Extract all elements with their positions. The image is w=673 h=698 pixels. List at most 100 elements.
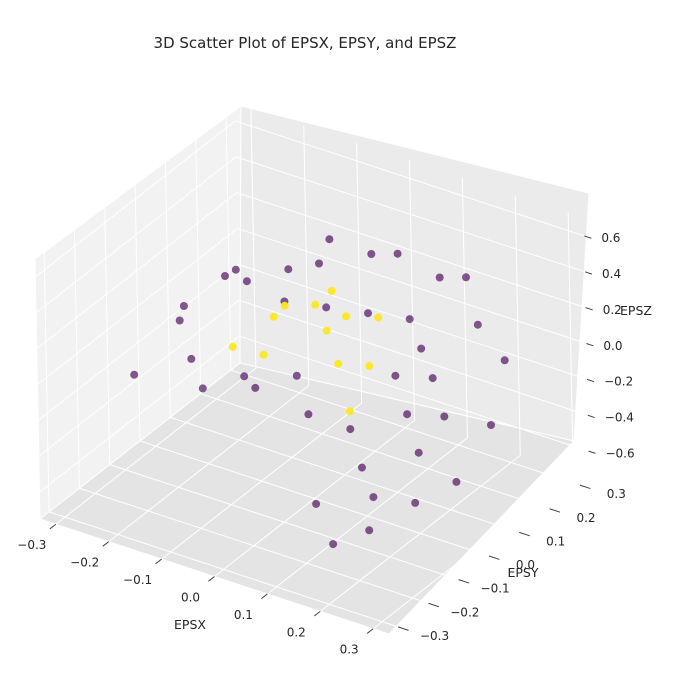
data-point-yellow (322, 326, 331, 335)
x-grid-back (356, 143, 363, 404)
data-point-yellow (374, 313, 383, 322)
z-grid-left (35, 156, 237, 314)
y-grid-left (164, 157, 171, 418)
y-grid-floor (200, 393, 550, 510)
y-grid-floor (139, 440, 490, 557)
x-grid-back (461, 177, 468, 438)
y-tick-label: 0.2 (576, 511, 595, 525)
z-tick-mark (584, 271, 593, 275)
data-point-purple (487, 421, 495, 429)
x-grid-back (250, 108, 257, 369)
data-point-purple (322, 303, 331, 312)
y-axis-label: EPSY (507, 565, 538, 580)
x-grid-back (567, 212, 574, 473)
axes: −0.3−0.2−0.10.00.10.20.3−0.3−0.2−0.10.00… (17, 231, 634, 656)
data-point-yellow (311, 300, 320, 309)
y-tick-label: 0.1 (546, 534, 565, 548)
data-point-purple (358, 463, 366, 472)
z-tick-mark (587, 414, 595, 419)
x-tick-mark (49, 523, 57, 530)
data-point-purple (473, 320, 482, 329)
z-tick-label: 0.2 (603, 303, 622, 317)
y-grid-floor (48, 511, 399, 628)
y-tick-label: −0.2 (450, 605, 479, 619)
data-point-purple (179, 302, 188, 310)
data-point-purple (325, 235, 334, 244)
z-tick-mark (584, 235, 592, 239)
data-point-purple (452, 477, 461, 486)
data-point-purple (367, 250, 376, 258)
z-tick-label: 0.4 (602, 267, 621, 281)
z-tick-label: 0.6 (601, 231, 620, 245)
data-point-purple (462, 273, 470, 282)
z-grid-left (39, 335, 240, 493)
x-tick-label: −0.1 (123, 573, 152, 587)
data-point-purple (304, 410, 313, 419)
x-tick-label: 0.3 (340, 643, 359, 657)
grid-lines (35, 108, 589, 630)
data-point-yellow (327, 287, 336, 295)
y-grid-left (225, 110, 232, 371)
y-tick-mark (458, 579, 470, 584)
x-tick-label: 0.0 (181, 590, 200, 604)
y-grid-left (134, 180, 141, 442)
chart-title: 3D Scatter Plot of EPSX, EPSY, and EPSZ (154, 34, 457, 52)
z-grid-left (38, 299, 240, 457)
data-point-purple (414, 448, 423, 457)
y-tick-label: −0.1 (481, 582, 510, 596)
data-point-purple (231, 265, 240, 274)
data-point-purple (312, 499, 321, 508)
data-point-yellow (280, 301, 289, 310)
data-point-yellow (259, 350, 268, 359)
data-point-yellow (269, 312, 278, 321)
data-point-purple (329, 540, 338, 549)
data-point-purple (187, 354, 196, 363)
z-grid-back (239, 335, 589, 452)
y-grid-left (104, 204, 111, 465)
y-tick-mark (549, 508, 561, 513)
data-point-yellow (334, 359, 343, 368)
y-tick-label: 0.3 (607, 487, 626, 501)
data-point-yellow (342, 312, 351, 321)
x-grid-back (303, 125, 310, 386)
data-point-purple (315, 259, 323, 268)
z-grid-back (235, 120, 585, 237)
x-tick-label: 0.2 (287, 625, 306, 639)
y-tick-label: −0.3 (420, 629, 449, 643)
z-tick-mark (588, 450, 596, 454)
data-point-purple (221, 272, 229, 280)
x-tick-mark (155, 558, 162, 565)
z-tick-label: −0.2 (604, 375, 633, 389)
x-tick-mark (208, 576, 215, 582)
y-tick-mark (519, 531, 530, 537)
x-tick-mark (313, 610, 321, 617)
x-tick-mark (261, 593, 268, 599)
pane-floor (38, 362, 575, 635)
z-grid-back (238, 299, 588, 416)
data-point-yellow (365, 362, 374, 371)
data-point-purple (411, 498, 420, 507)
data-point-purple (284, 265, 293, 274)
x-grid-back (409, 160, 415, 421)
data-point-purple (130, 370, 139, 379)
y-tick-mark (428, 602, 440, 608)
x-grid-back (514, 195, 521, 456)
x-tick-mark (366, 628, 374, 634)
data-point-purple (365, 526, 374, 535)
data-point-purple (500, 356, 509, 365)
y-grid-left (73, 228, 80, 489)
y-grid-floor (170, 416, 520, 533)
z-grid-left (35, 120, 236, 278)
data-points (130, 235, 509, 549)
y-tick-mark (397, 626, 409, 631)
data-point-purple (346, 425, 355, 434)
y-grid-floor (230, 369, 581, 486)
y-grid-floor (109, 464, 459, 581)
y-tick-mark (579, 484, 591, 490)
z-tick-mark (586, 343, 594, 347)
data-point-purple (198, 384, 207, 393)
data-point-purple (175, 316, 184, 325)
x-tick-mark (102, 541, 110, 547)
z-grid-back (237, 263, 588, 380)
data-point-purple (240, 372, 249, 381)
